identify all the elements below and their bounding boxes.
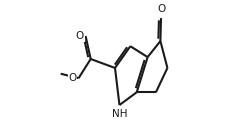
Text: O: O — [156, 4, 164, 14]
Text: O: O — [75, 31, 83, 41]
Text: O: O — [68, 73, 76, 83]
Text: NH: NH — [111, 109, 127, 119]
